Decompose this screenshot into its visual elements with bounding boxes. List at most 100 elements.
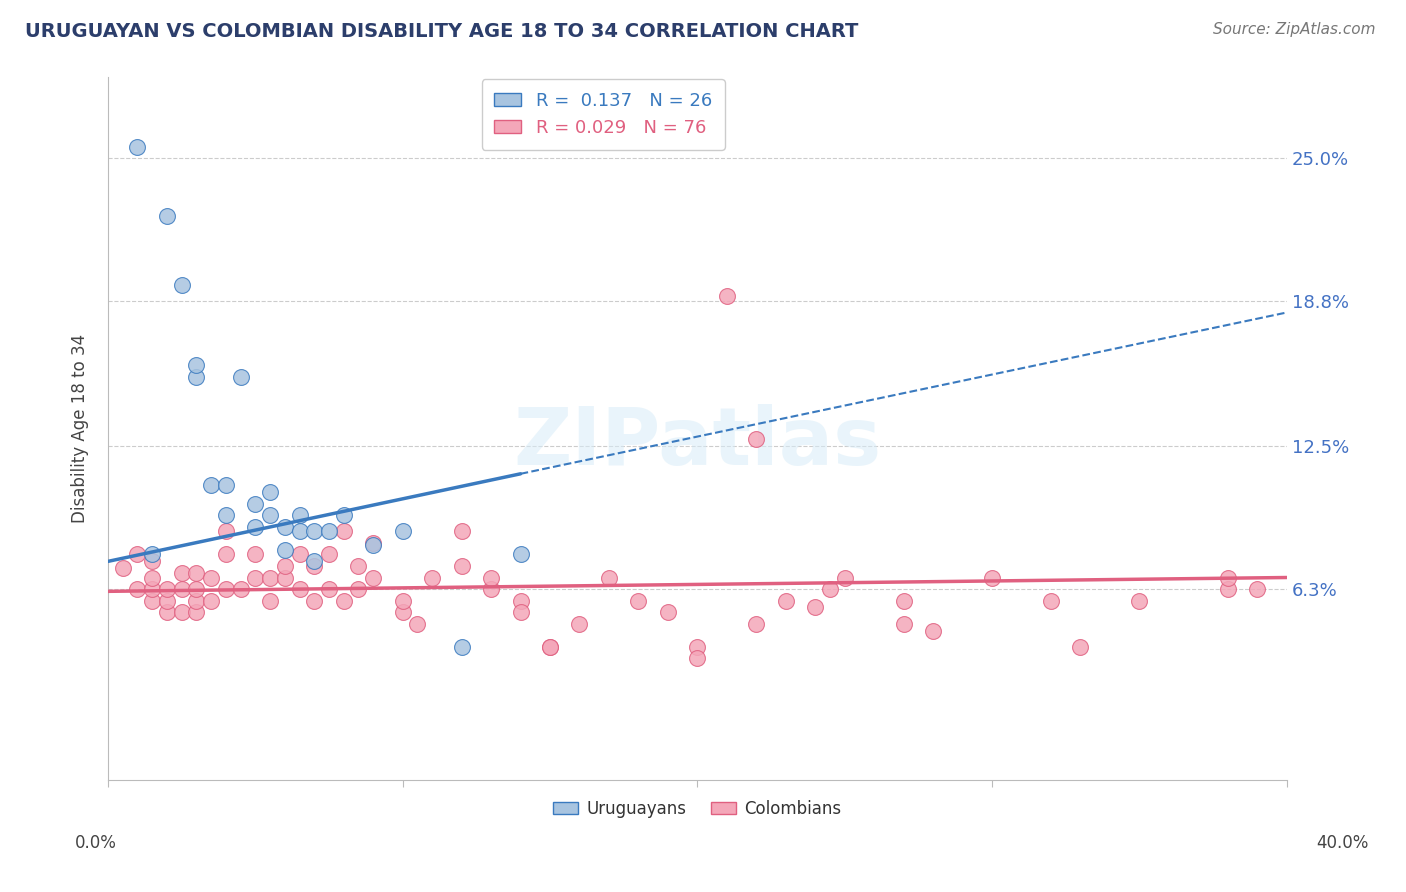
Point xyxy=(186,593,208,607)
Text: Source: ZipAtlas.com: Source: ZipAtlas.com xyxy=(1212,22,1375,37)
Point xyxy=(186,582,208,596)
Text: URUGUAYAN VS COLOMBIAN DISABILITY AGE 18 TO 34 CORRELATION CHART: URUGUAYAN VS COLOMBIAN DISABILITY AGE 18… xyxy=(25,22,859,41)
Point xyxy=(361,536,384,550)
Point xyxy=(288,582,311,596)
Point xyxy=(686,640,709,654)
Point xyxy=(127,139,149,153)
Point xyxy=(200,570,222,584)
Point xyxy=(215,478,238,492)
Point xyxy=(111,561,134,575)
Text: 0.0%: 0.0% xyxy=(75,834,117,852)
Point xyxy=(332,508,354,523)
Point xyxy=(141,582,163,596)
Point xyxy=(1246,582,1268,596)
Point xyxy=(156,605,179,619)
Point xyxy=(361,538,384,552)
Point xyxy=(745,616,768,631)
Legend: Uruguayans, Colombians: Uruguayans, Colombians xyxy=(547,793,848,825)
Point xyxy=(420,570,443,584)
Point xyxy=(332,524,354,539)
Point xyxy=(170,605,193,619)
Point xyxy=(318,524,340,539)
Point xyxy=(332,593,354,607)
Point xyxy=(170,277,193,292)
Point xyxy=(406,616,429,631)
Point xyxy=(509,548,531,562)
Point xyxy=(509,605,531,619)
Y-axis label: Disability Age 18 to 34: Disability Age 18 to 34 xyxy=(72,334,89,524)
Point xyxy=(200,478,222,492)
Point xyxy=(274,570,297,584)
Point xyxy=(259,593,281,607)
Point xyxy=(834,570,856,584)
Point xyxy=(156,582,179,596)
Point xyxy=(1069,640,1091,654)
Point xyxy=(186,566,208,580)
Point xyxy=(922,624,945,638)
Point xyxy=(127,582,149,596)
Point xyxy=(1216,582,1239,596)
Point xyxy=(391,605,413,619)
Point xyxy=(450,640,472,654)
Point xyxy=(538,640,561,654)
Point xyxy=(318,548,340,562)
Point xyxy=(259,485,281,500)
Point xyxy=(215,548,238,562)
Point xyxy=(245,548,267,562)
Point xyxy=(598,570,620,584)
Point xyxy=(127,548,149,562)
Point xyxy=(215,524,238,539)
Point xyxy=(141,554,163,568)
Point xyxy=(1039,593,1062,607)
Point xyxy=(479,582,502,596)
Point xyxy=(288,524,311,539)
Point xyxy=(657,605,679,619)
Point xyxy=(215,582,238,596)
Point xyxy=(141,570,163,584)
Point xyxy=(288,508,311,523)
Point xyxy=(391,593,413,607)
Point xyxy=(818,582,841,596)
Point xyxy=(745,432,768,446)
Point xyxy=(981,570,1004,584)
Text: ZIPatlas: ZIPatlas xyxy=(513,404,882,482)
Point xyxy=(156,209,179,223)
Point xyxy=(304,554,326,568)
Point xyxy=(274,520,297,534)
Point xyxy=(804,600,827,615)
Point xyxy=(775,593,797,607)
Point xyxy=(259,508,281,523)
Point xyxy=(186,370,208,384)
Point xyxy=(245,570,267,584)
Point xyxy=(200,593,222,607)
Point xyxy=(347,582,370,596)
Point xyxy=(288,548,311,562)
Point xyxy=(229,370,252,384)
Point xyxy=(361,570,384,584)
Point xyxy=(274,542,297,557)
Point xyxy=(274,559,297,574)
Point xyxy=(170,582,193,596)
Point xyxy=(1128,593,1150,607)
Point xyxy=(245,520,267,534)
Point xyxy=(686,651,709,665)
Point xyxy=(229,582,252,596)
Point xyxy=(627,593,650,607)
Point xyxy=(304,593,326,607)
Point xyxy=(156,593,179,607)
Point xyxy=(716,289,738,303)
Point xyxy=(245,497,267,511)
Point xyxy=(479,570,502,584)
Point xyxy=(450,559,472,574)
Point xyxy=(186,605,208,619)
Point xyxy=(347,559,370,574)
Point xyxy=(509,593,531,607)
Point xyxy=(538,640,561,654)
Point xyxy=(893,616,915,631)
Point xyxy=(450,524,472,539)
Point xyxy=(141,548,163,562)
Point xyxy=(186,359,208,373)
Point xyxy=(318,582,340,596)
Point xyxy=(170,566,193,580)
Point xyxy=(1216,570,1239,584)
